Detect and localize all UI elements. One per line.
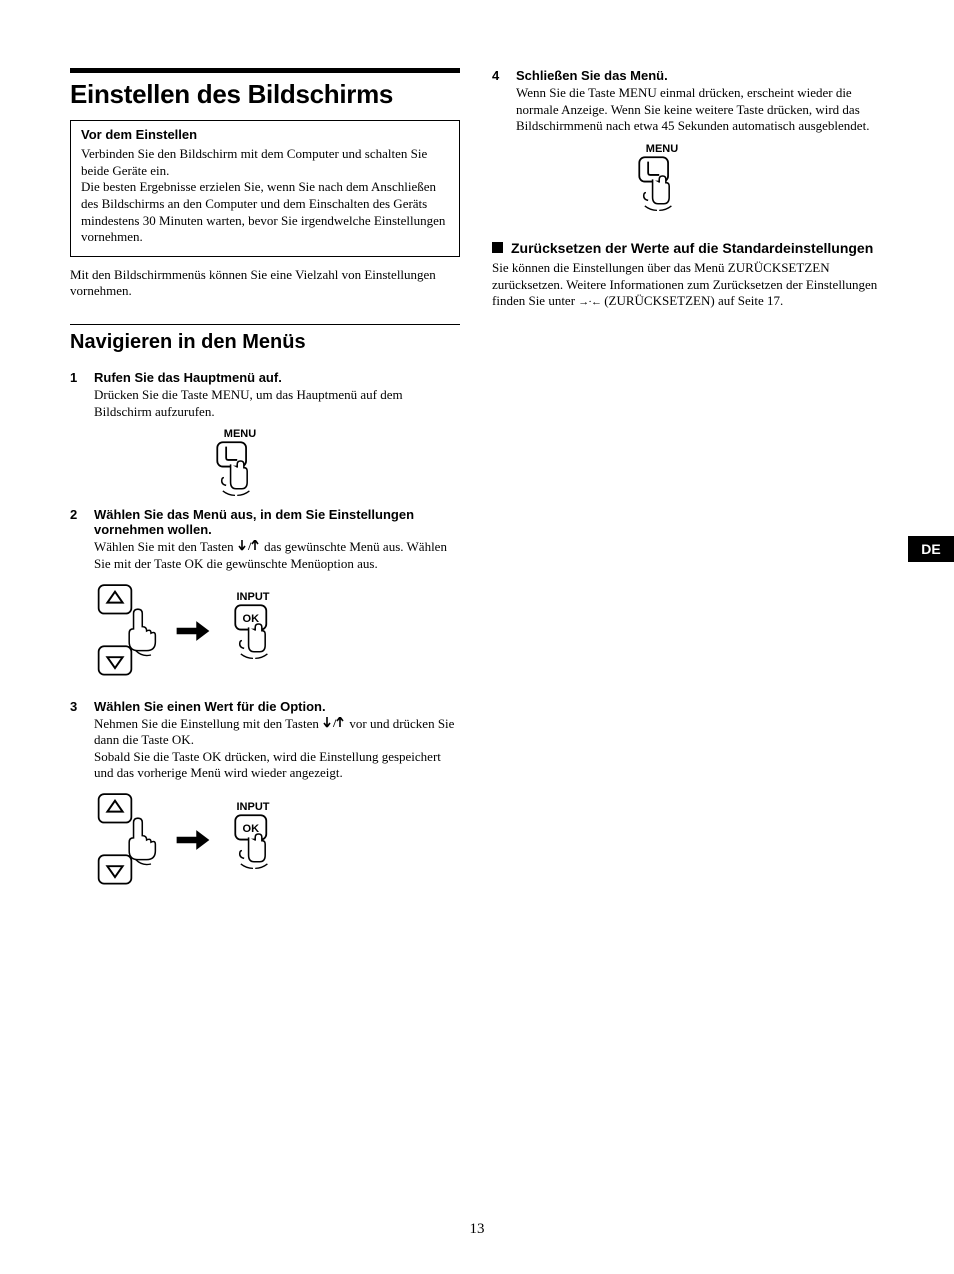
info-box-title: Vor dem Einstellen [81,127,449,142]
page-number: 13 [0,1221,954,1238]
illus-label: INPUT [228,801,278,813]
down-up-arrows-icon [322,717,346,729]
down-up-arrows-icon [237,540,261,552]
ok-button-icon [228,813,278,875]
step-title: Rufen Sie das Hauptmenü auf. [94,370,460,385]
section-rule [70,324,460,325]
step-text: Drücken Sie die Taste MENU, um das Haupt… [94,387,460,420]
updown-ok-illustration: INPUT [96,792,460,888]
step-title: Schließen Sie das Menü. [516,68,882,83]
page-content: Einstellen des Bildschirms Vor dem Einst… [0,0,954,948]
info-box-text: Verbinden Sie den Bildschirm mit dem Com… [81,146,449,246]
page-title: Einstellen des Bildschirms [70,79,460,110]
menu-button-illustration: MENU [632,143,692,222]
illus-label: INPUT [228,591,278,603]
sub-heading-text: Zurücksetzen der Werte auf die Standarde… [511,240,873,256]
illus-label: MENU [632,143,692,155]
updown-buttons-icon [96,792,158,888]
step-4: 4 Schließen Sie das Menü. Wenn Sie die T… [492,68,882,135]
reset-icon: →·← [578,295,601,309]
title-rule [70,68,460,73]
step-3: 3 Wählen Sie einen Wert für die Option. … [70,699,460,783]
step-text: Wenn Sie die Taste MENU einmal drücken, … [516,85,882,135]
sub-text: Sie können die Einstellungen über das Me… [492,260,882,310]
text-part: (ZURÜCKSETZEN) auf Seite 17. [601,293,783,308]
step-2: 2 Wählen Sie das Menü aus, in dem Sie Ei… [70,507,460,572]
text-part: Wählen Sie mit den Tasten [94,539,237,554]
ok-button-icon [228,603,278,665]
step-text: Wählen Sie mit den Tasten das gewünschte… [94,539,460,572]
step-number: 1 [70,370,84,420]
sub-heading: Zurücksetzen der Werte auf die Standarde… [492,240,882,256]
bullet-square-icon [492,242,503,253]
updown-buttons-icon [96,583,158,679]
menu-button-illustration: MENU [210,428,270,507]
step-text: Nehmen Sie die Einstellung mit den Taste… [94,716,460,783]
info-box: Vor dem Einstellen Verbinden Sie den Bil… [70,120,460,257]
step-1: 1 Rufen Sie das Hauptmenü auf. Drücken S… [70,370,460,420]
arrow-right-icon [176,619,210,643]
step-title: Wählen Sie einen Wert für die Option. [94,699,460,714]
illus-label: MENU [210,428,270,440]
step-title: Wählen Sie das Menü aus, in dem Sie Eins… [94,507,460,537]
text-part: Sobald Sie die Taste OK drücken, wird di… [94,749,441,781]
right-column: 4 Schließen Sie das Menü. Wenn Sie die T… [492,68,882,908]
step-number: 3 [70,699,84,783]
intro-text: Mit den Bildschirmmenüs können Sie eine … [70,267,460,300]
language-tab: DE [908,536,954,562]
step-number: 4 [492,68,506,135]
section-heading: Navigieren in den Menüs [70,331,460,354]
updown-ok-illustration: INPUT [96,583,460,679]
text-part: Nehmen Sie die Einstellung mit den Taste… [94,716,322,731]
left-column: Einstellen des Bildschirms Vor dem Einst… [70,68,460,908]
arrow-right-icon [176,828,210,852]
step-number: 2 [70,507,84,572]
